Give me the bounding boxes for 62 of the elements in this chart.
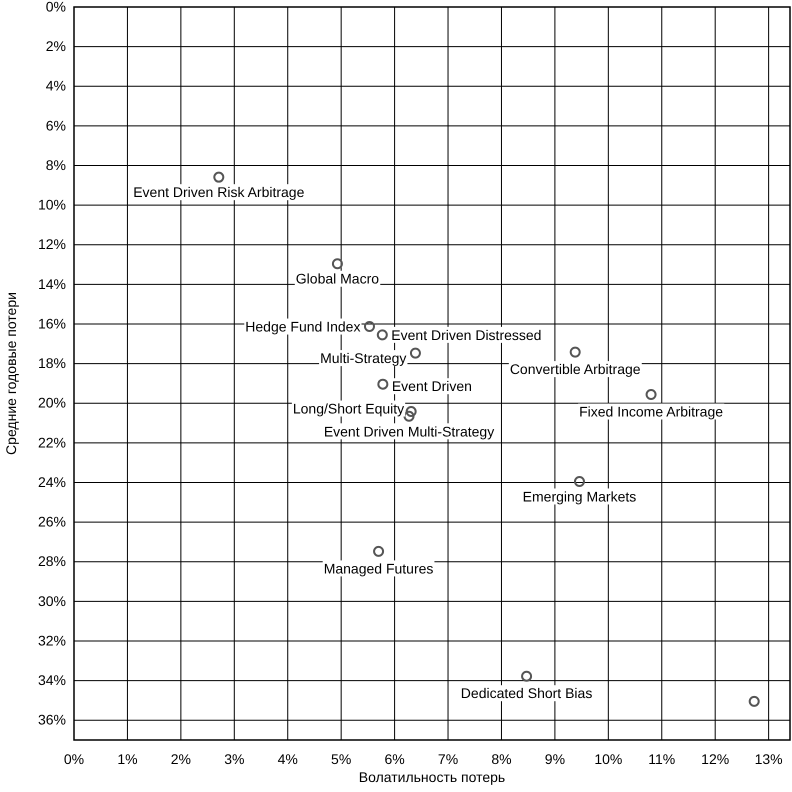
x-tick-label: 11%: [648, 750, 676, 767]
annotation: Managed Futures: [324, 560, 434, 576]
y-tick-label: 34%: [38, 672, 66, 688]
x-tick-label: 6%: [384, 750, 405, 767]
y-tick-label: 18%: [38, 355, 66, 372]
x-tick-label: 8%: [491, 750, 512, 767]
y-tick-label: 28%: [38, 553, 66, 570]
point: [646, 389, 657, 400]
y-tick-label: 8%: [46, 156, 66, 173]
point: [213, 172, 224, 183]
x-tick-label: 5%: [331, 750, 352, 767]
y-tick-label: 22%: [38, 434, 66, 450]
x-tick-label: 1%: [117, 750, 138, 767]
x-tick-label: 0%: [64, 750, 84, 767]
point: [404, 410, 415, 422]
point: [521, 670, 532, 682]
x-tick-label: 2%: [170, 750, 191, 767]
annotation: Event Driven Risk Arbitrage: [133, 184, 305, 200]
point: [570, 346, 581, 358]
annotation: Multi-Strategy: [320, 350, 406, 366]
y-tick-label: 6%: [46, 117, 66, 134]
x-tick-label: 4%: [278, 750, 298, 767]
x-tick-label: 13%: [754, 750, 783, 767]
annotation: Long/Short Equity: [292, 400, 404, 417]
point: [376, 329, 388, 340]
point: [373, 546, 384, 557]
point: [748, 696, 760, 707]
x-tick-label: 7%: [438, 750, 458, 767]
point: [574, 476, 585, 487]
x-tick-label: 12%: [701, 750, 730, 767]
y-tick-label: 10%: [38, 196, 66, 213]
x-tick-label: 3%: [224, 750, 244, 767]
y-tick-label: 20%: [38, 394, 66, 411]
point: [377, 378, 388, 390]
annotation: Event Driven Multi-Strategy: [324, 423, 494, 440]
point: [364, 321, 375, 332]
annotation: Global Macro: [296, 270, 380, 287]
y-tick-label: 36%: [38, 712, 66, 728]
y-tick-label: 26%: [38, 514, 66, 530]
point: [410, 348, 421, 359]
point: [332, 258, 343, 270]
x-axis-title: Волатильность потерь: [358, 769, 506, 785]
annotation: Hedge Fund Index: [245, 318, 360, 335]
annotation: Fixed Income Arbitrage: [579, 404, 724, 420]
y-tick-label: 4%: [46, 78, 66, 94]
y-tick-label: 24%: [38, 474, 66, 490]
y-tick-label: 32%: [38, 632, 66, 648]
x-tick-label: 10%: [594, 750, 622, 767]
y-axis-title: Средние годовые потери: [3, 292, 19, 455]
annotation: Convertible Arbitrage: [510, 361, 641, 378]
annotation: Emerging Markets: [522, 488, 636, 504]
annotation: Event Driven: [392, 378, 472, 394]
y-tick-label: 16%: [38, 315, 66, 332]
y-tick-label: 14%: [38, 276, 66, 292]
y-tick-label: 12%: [38, 236, 66, 252]
point: [406, 406, 417, 418]
y-tick-label: 30%: [38, 592, 66, 609]
annotation: Event Driven Distressed: [391, 326, 542, 343]
annotation: Dedicated Short Bias: [460, 685, 592, 702]
x-tick-label: 9%: [544, 750, 566, 767]
y-tick-label: 2%: [46, 38, 66, 54]
y-tick-label: 0%: [46, 0, 66, 14]
